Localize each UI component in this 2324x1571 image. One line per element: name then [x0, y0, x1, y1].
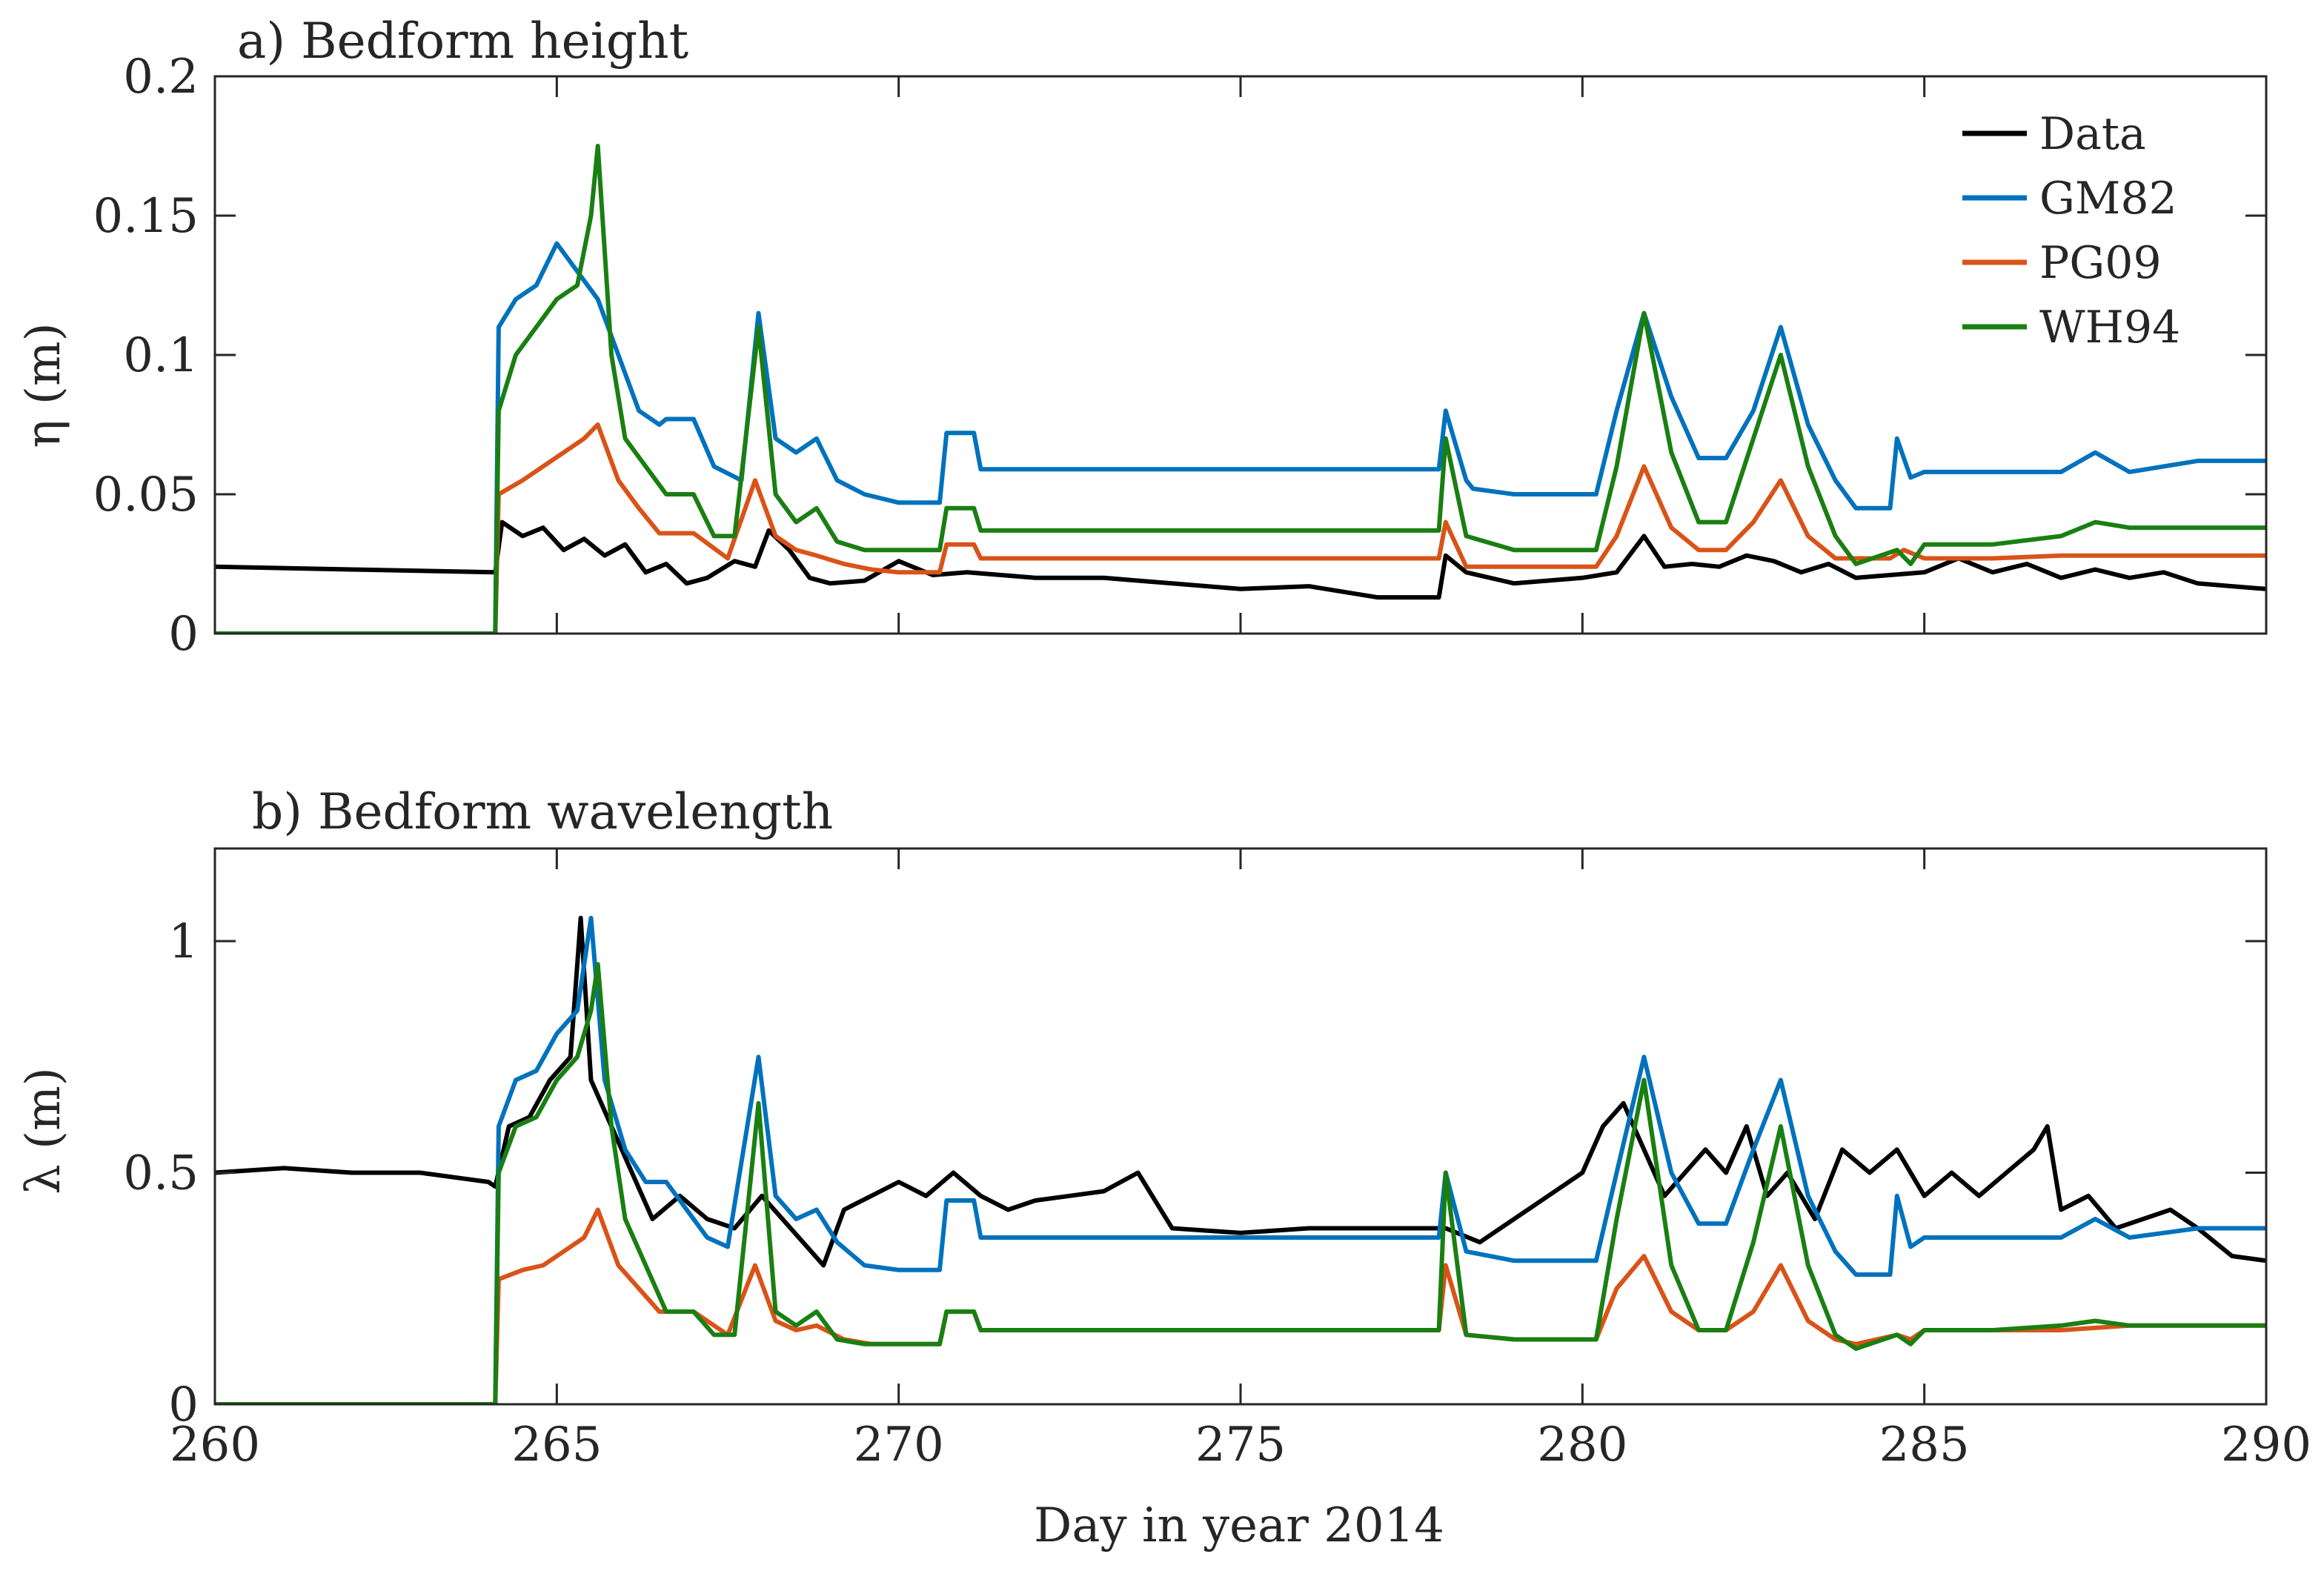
legend-label-wh94: WH94 [2039, 302, 2180, 353]
y-tick-label: 0 [168, 607, 199, 662]
y-tick-label: 0.1 [123, 328, 199, 383]
panel-a-plot-area: 0 0.05 0.1 0.15 0.2 [93, 50, 2268, 662]
legend-label-pg09: PG09 [2039, 237, 2162, 289]
panel-b-title: b) Bedform wavelength [252, 783, 833, 840]
x-tick-label: 265 [511, 1418, 602, 1472]
panel-a-bedform-height: a) Bedform height 00.050.10.150.2 η (m) … [16, 13, 2268, 662]
series-line-wh94 [215, 962, 2266, 1404]
panel-a-title: a) Bedform height [237, 13, 688, 70]
panel-b-bedform-wavelength: b) Bedform wavelength 260 265 270 275 280 285… [16, 783, 2311, 1553]
y-tick-label: 0.15 [93, 189, 199, 244]
panel-a-ylabel: η (m) [16, 322, 71, 448]
panel-b-plot-area: 260 265 270 275 280 285 290 0 0.5 1 [123, 847, 2311, 1472]
series-line-gm82 [215, 241, 2266, 634]
y-tick-label: 0 [168, 1378, 199, 1432]
series-line-gm82 [215, 915, 2266, 1404]
x-tick-label: 290 [2221, 1418, 2311, 1472]
series-line-wh94 [215, 144, 2266, 634]
y-tick-label: 0.2 [123, 50, 199, 104]
series-line-data [215, 519, 2266, 600]
x-tick-label: 285 [1879, 1418, 1970, 1472]
y-tick-label: 0.5 [123, 1146, 199, 1201]
x-axis-label: Day in year 2014 [1034, 1498, 1444, 1553]
legend: Data GM82 PG09 WH94 [1962, 108, 2180, 353]
legend-label-gm82: GM82 [2039, 173, 2177, 225]
x-tick-label: 275 [1195, 1418, 1286, 1472]
series-line-data [215, 915, 2266, 1268]
x-tick-label: 260 [170, 1418, 260, 1472]
legend-label-data: Data [2039, 108, 2146, 160]
x-tick-label: 270 [854, 1418, 944, 1472]
panel-b-ylabel: λ (m) [16, 1067, 71, 1195]
y-tick-label: 1 [168, 914, 199, 969]
y-tick-label: 0.05 [93, 468, 199, 522]
x-tick-label: 280 [1537, 1418, 1627, 1472]
